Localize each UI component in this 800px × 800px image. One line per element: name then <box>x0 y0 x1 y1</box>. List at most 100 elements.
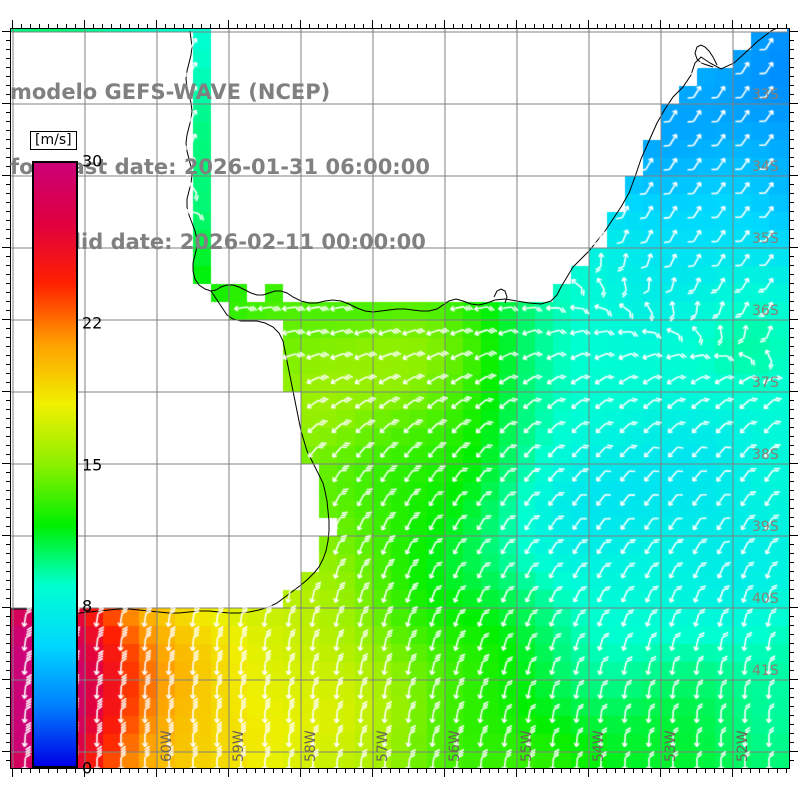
axis-tick <box>111 769 112 773</box>
axis-tick <box>651 24 652 28</box>
axis-tick <box>606 769 607 773</box>
axis-tick <box>790 328 794 329</box>
axis-tick <box>219 769 220 773</box>
axis-tick <box>6 634 10 635</box>
axis-tick <box>2 463 10 464</box>
axis-tick <box>790 391 798 392</box>
axis-tick <box>790 355 794 356</box>
axis-tick <box>102 24 103 28</box>
axis-tick <box>790 427 794 428</box>
axis-tick <box>678 24 679 28</box>
latitude-label-34S: 34S <box>752 159 779 175</box>
axis-tick <box>507 769 508 773</box>
axis-tick <box>6 373 10 374</box>
axis-tick <box>790 256 794 257</box>
axis-tick <box>768 769 769 773</box>
longitude-label-52W: 52W <box>735 730 751 762</box>
axis-tick <box>6 598 10 599</box>
axis-tick <box>790 688 794 689</box>
colorbar[interactable] <box>32 161 78 768</box>
axis-tick <box>300 769 301 777</box>
axis-tick <box>93 769 94 773</box>
axis-tick <box>21 769 22 773</box>
axis-tick <box>300 20 301 28</box>
axis-tick <box>291 769 292 773</box>
axis-tick <box>354 24 355 28</box>
axis-tick <box>741 769 742 773</box>
axis-tick <box>201 769 202 773</box>
axis-tick <box>790 562 794 563</box>
axis-tick <box>6 49 10 50</box>
axis-tick <box>790 670 794 671</box>
colorbar-tick-30: 30 <box>82 151 103 171</box>
axis-tick <box>237 24 238 28</box>
axis-tick <box>669 769 670 773</box>
axis-tick <box>237 769 238 773</box>
axis-tick <box>790 175 798 176</box>
colorbar-unit-label: [m/s] <box>30 131 77 150</box>
axis-tick <box>696 24 697 28</box>
axis-tick <box>6 121 10 122</box>
axis-tick <box>790 715 794 716</box>
axis-tick <box>2 391 10 392</box>
axis-tick <box>790 58 794 59</box>
axis-tick <box>6 499 10 500</box>
axis-tick <box>790 751 798 752</box>
axis-tick <box>534 769 535 773</box>
axis-tick <box>790 94 794 95</box>
axis-tick <box>790 112 794 113</box>
axis-tick <box>372 20 373 28</box>
axis-tick <box>471 769 472 773</box>
axis-tick <box>399 24 400 28</box>
axis-tick <box>6 643 10 644</box>
axis-tick <box>790 229 794 230</box>
axis-tick <box>426 24 427 28</box>
axis-tick <box>790 445 794 446</box>
axis-tick <box>6 184 10 185</box>
axis-tick <box>790 733 794 734</box>
axis-tick <box>6 661 10 662</box>
axis-tick <box>790 382 794 383</box>
axis-tick <box>790 544 794 545</box>
axis-tick <box>516 769 517 777</box>
axis-tick <box>790 724 794 725</box>
axis-tick <box>790 526 794 527</box>
axis-tick <box>624 24 625 28</box>
axis-tick <box>120 24 121 28</box>
axis-tick <box>790 634 794 635</box>
axis-tick <box>282 24 283 28</box>
axis-tick <box>714 769 715 773</box>
axis-tick <box>790 553 794 554</box>
colorbar-tick-0: 0 <box>82 758 93 778</box>
axis-tick <box>790 130 794 131</box>
axis-tick <box>732 769 733 777</box>
axis-tick <box>777 769 778 773</box>
axis-tick <box>6 517 10 518</box>
axis-tick <box>129 24 130 28</box>
axis-tick <box>2 679 10 680</box>
map-plot-area[interactable] <box>10 28 790 769</box>
axis-tick <box>255 24 256 28</box>
axis-tick <box>138 24 139 28</box>
axis-tick <box>790 292 794 293</box>
axis-tick <box>6 742 10 743</box>
axis-tick <box>561 24 562 28</box>
axis-tick <box>471 24 472 28</box>
axis-tick <box>705 769 706 773</box>
axis-tick <box>723 24 724 28</box>
axis-tick <box>192 24 193 28</box>
axis-tick <box>75 24 76 28</box>
axis-tick <box>327 769 328 773</box>
axis-tick <box>624 769 625 773</box>
axis-tick <box>444 769 445 777</box>
axis-tick <box>507 24 508 28</box>
axis-tick <box>363 24 364 28</box>
longitude-label-58W: 58W <box>303 730 319 762</box>
axis-tick <box>633 769 634 773</box>
axis-tick <box>6 400 10 401</box>
axis-tick <box>453 24 454 28</box>
axis-tick <box>6 697 10 698</box>
axis-tick <box>6 157 10 158</box>
axis-tick <box>790 481 794 482</box>
colorbar-tick-22: 22 <box>82 313 103 333</box>
